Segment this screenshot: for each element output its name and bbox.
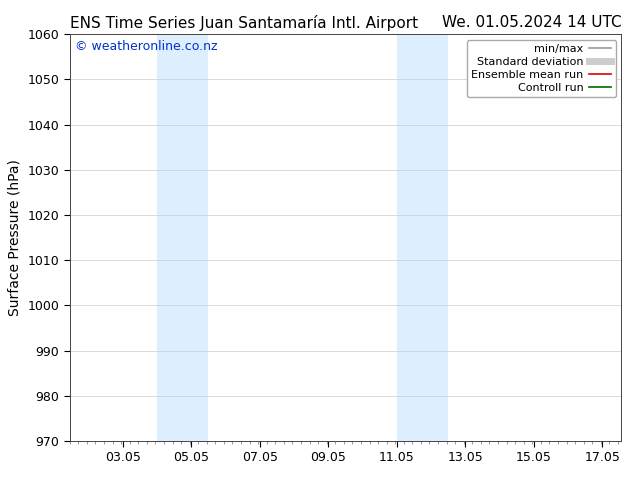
Bar [397,34,448,441]
Bar [157,34,209,441]
Legend: min/max, Standard deviation, Ensemble mean run, Controll run: min/max, Standard deviation, Ensemble me… [467,40,616,97]
Y-axis label: Surface Pressure (hPa): Surface Pressure (hPa) [8,159,22,316]
Text: We. 01.05.2024 14 UTC: We. 01.05.2024 14 UTC [442,15,621,30]
Text: ENS Time Series Juan Santamaría Intl. Airport: ENS Time Series Juan Santamaría Intl. Ai… [70,15,418,31]
Text: © weatheronline.co.nz: © weatheronline.co.nz [75,40,217,53]
